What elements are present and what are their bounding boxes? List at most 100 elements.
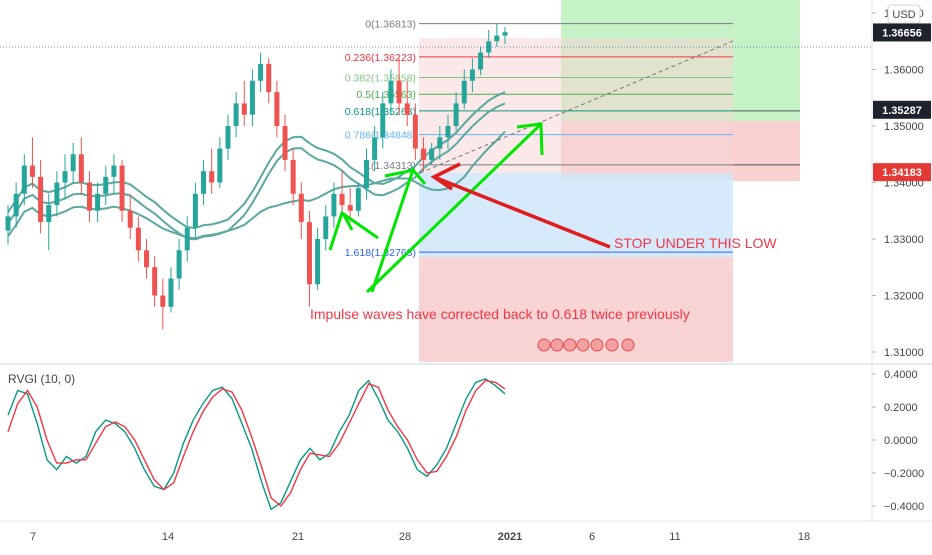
candle-body <box>5 216 11 231</box>
candle-body <box>46 205 52 223</box>
candle-body <box>494 35 500 42</box>
candle-body <box>184 227 190 251</box>
candle-body <box>111 165 117 177</box>
trade-zones <box>419 0 800 362</box>
candle-body <box>437 137 443 149</box>
fib-levels: 0(1.36813)0.236(1.36223)0.382(1.35858)0.… <box>345 19 800 259</box>
price-badge-label: 1.36656 <box>882 27 922 39</box>
candle-body <box>331 193 337 217</box>
candle-body <box>78 154 84 183</box>
event-icon <box>550 338 564 352</box>
currency-box[interactable] <box>887 4 921 24</box>
candle-body <box>461 80 467 104</box>
candle-body <box>249 80 255 115</box>
currency-label: USD <box>892 9 915 21</box>
candle-body <box>241 103 247 115</box>
candle-body <box>445 126 451 138</box>
price-tick-label: 1.32000 <box>884 291 924 303</box>
time-tick-label: 21 <box>292 531 304 543</box>
event-icon <box>563 338 577 352</box>
candle-body <box>266 63 272 93</box>
green-arrow-1 <box>328 210 379 251</box>
fib-level-label: 0(1.36813) <box>365 19 416 31</box>
price-tick-label: 1.31000 <box>884 347 924 359</box>
candle-body <box>290 159 296 194</box>
candle-body <box>298 193 304 223</box>
candle-body <box>209 171 215 183</box>
time-tick-label: 11 <box>669 531 680 543</box>
red-arrow <box>433 175 611 249</box>
price-tick-label: 1.35000 <box>884 121 924 133</box>
rvgi-series-1 <box>7 379 506 508</box>
candle-body <box>144 250 150 268</box>
candle-body <box>469 69 475 81</box>
candle-body <box>176 250 182 279</box>
candle-body <box>127 210 133 228</box>
candle-body <box>412 114 418 149</box>
candle-body <box>404 103 410 115</box>
candle-body <box>421 148 427 160</box>
candle-body <box>323 216 329 239</box>
event-icon <box>605 338 619 352</box>
rvgi-tick-label: 0.4000 <box>884 369 918 381</box>
time-tick-label: 2021 <box>498 531 522 543</box>
candle-body <box>29 165 35 177</box>
candle-body <box>315 239 321 285</box>
time-tick-label: 18 <box>798 531 810 543</box>
candle-body <box>54 182 60 206</box>
time-tick-label: 28 <box>399 531 411 543</box>
price-tick-label: 1.36000 <box>884 65 924 77</box>
rvgi-axis: 0.4000 0.2000 0.0000 −0.2000 −0.4000 <box>872 369 924 513</box>
fib-level-label: 0.382(1.35858) <box>345 73 416 85</box>
rvgi-tick-label: 0.2000 <box>884 402 918 414</box>
candle-body <box>201 171 207 194</box>
green-arrow-5-head <box>516 122 544 156</box>
fib-level-label: 0.236(1.36223) <box>345 52 416 64</box>
candle-body <box>21 165 27 194</box>
candle-body <box>168 278 174 307</box>
candle-body <box>258 63 264 81</box>
candle-body <box>13 193 19 217</box>
rvgi-series-0 <box>7 378 506 511</box>
candle-body <box>274 92 280 126</box>
candle-body <box>152 267 158 296</box>
green-arrow-5 <box>365 123 542 294</box>
candle-body <box>478 52 484 70</box>
candles <box>5 23 508 330</box>
fib-box-upper <box>419 38 733 173</box>
candle-body <box>396 80 402 104</box>
price-badge-box <box>873 100 931 119</box>
price-badge-label: 1.35287 <box>882 105 922 117</box>
rvgi-tick-label: 0.0000 <box>884 435 918 447</box>
candle-body <box>429 148 435 160</box>
price-badges: 1.36656 1.35287 1.34183 <box>873 23 931 182</box>
candle-body <box>233 103 239 126</box>
candle-body <box>95 193 101 211</box>
fib-level-label: 1(1.34313) <box>365 160 416 172</box>
candle-body <box>282 126 288 160</box>
candle-body <box>388 80 394 104</box>
candle-body <box>38 176 44 223</box>
candle-body <box>339 193 345 206</box>
candle-body <box>306 222 312 285</box>
event-icon <box>576 338 590 352</box>
rvgi-pane <box>7 378 506 511</box>
candle-body <box>217 148 223 183</box>
candle-body <box>372 137 378 160</box>
candle-body <box>486 41 492 53</box>
candle-body <box>103 176 109 194</box>
drawn-arrows <box>328 122 611 294</box>
candle-body <box>347 205 353 211</box>
candle-body <box>119 165 125 211</box>
price-badge-box <box>873 163 931 182</box>
rvgi-tick-label: −0.2000 <box>884 468 924 480</box>
event-icon <box>537 338 551 352</box>
rvgi-tick-label: −0.4000 <box>884 501 924 513</box>
candle-body <box>502 32 508 36</box>
price-badge-label: 1.34183 <box>882 167 922 179</box>
price-badge-box <box>873 23 931 42</box>
rvgi-title: RVGI (10, 0) <box>8 372 75 386</box>
candle-body <box>135 227 141 251</box>
time-axis: 7 14 21 28 2021 6 11 18 <box>30 531 810 543</box>
